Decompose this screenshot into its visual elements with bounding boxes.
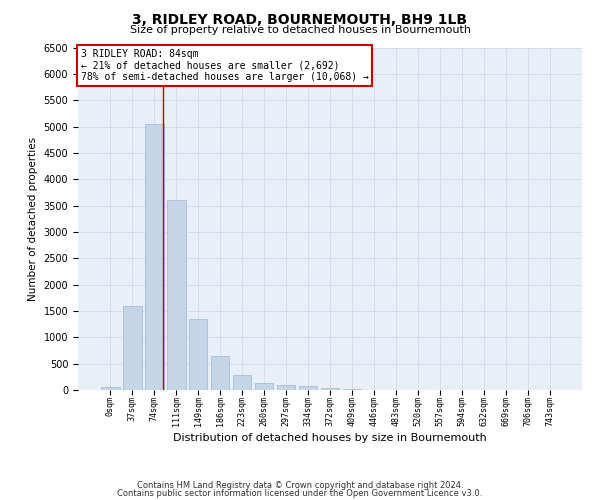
Bar bbox=[320, 388, 340, 390]
Bar bbox=[233, 375, 251, 390]
Bar bbox=[255, 383, 274, 390]
X-axis label: Distribution of detached houses by size in Bournemouth: Distribution of detached houses by size … bbox=[173, 433, 487, 443]
Text: Size of property relative to detached houses in Bournemouth: Size of property relative to detached ho… bbox=[130, 25, 470, 35]
Bar bbox=[277, 384, 295, 390]
Bar bbox=[299, 386, 317, 390]
Text: 3, RIDLEY ROAD, BOURNEMOUTH, BH9 1LB: 3, RIDLEY ROAD, BOURNEMOUTH, BH9 1LB bbox=[133, 12, 467, 26]
Y-axis label: Number of detached properties: Number of detached properties bbox=[28, 136, 38, 301]
Bar bbox=[101, 387, 119, 390]
Bar bbox=[211, 356, 229, 390]
Bar bbox=[167, 200, 185, 390]
Bar bbox=[145, 124, 164, 390]
Text: Contains public sector information licensed under the Open Government Licence v3: Contains public sector information licen… bbox=[118, 488, 482, 498]
Text: Contains HM Land Registry data © Crown copyright and database right 2024.: Contains HM Land Registry data © Crown c… bbox=[137, 481, 463, 490]
Bar bbox=[189, 319, 208, 390]
Bar bbox=[123, 306, 142, 390]
Text: 3 RIDLEY ROAD: 84sqm
← 21% of detached houses are smaller (2,692)
78% of semi-de: 3 RIDLEY ROAD: 84sqm ← 21% of detached h… bbox=[80, 49, 368, 82]
